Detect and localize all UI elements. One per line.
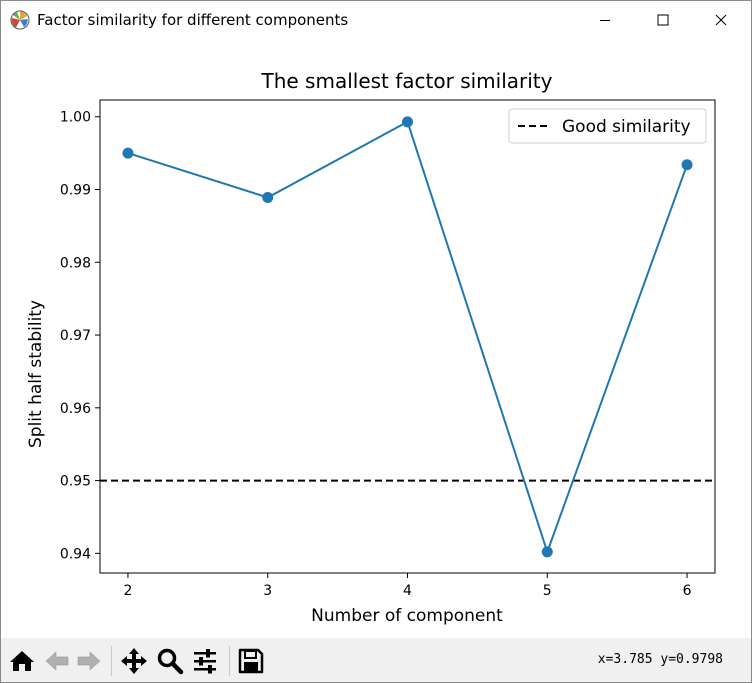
y-tick-label: 0.95: [60, 474, 91, 490]
series-line: [127, 120, 688, 555]
figure-canvas[interactable]: The smallest factor similarity 2 3 4 5 6 0.94…: [1, 39, 751, 638]
x-tick-label: 4: [403, 583, 412, 599]
home-button[interactable]: [7, 647, 37, 675]
legend-box: [508, 108, 707, 144]
x-axis-label: Number of component: [311, 606, 503, 626]
cursor-coordinates: x=3.785 y=0.9798: [597, 652, 723, 667]
sliders-icon: [194, 649, 216, 674]
x-tick-label: 2: [123, 583, 132, 599]
data-point: [122, 147, 134, 159]
arrow-left-icon: [45, 651, 69, 671]
zoom-button[interactable]: [155, 647, 185, 675]
close-icon: [715, 14, 727, 26]
data-point: [541, 546, 553, 558]
data-point: [681, 159, 693, 171]
pan-button[interactable]: [119, 647, 149, 675]
x-tick-label: 3: [263, 583, 272, 599]
maximize-button[interactable]: [634, 1, 692, 39]
legend-label: Good similarity: [562, 117, 691, 137]
save-icon: [238, 648, 264, 674]
configure-subplots-button[interactable]: [190, 647, 220, 675]
data-point: [402, 116, 413, 128]
y-tick-label: 0.96: [60, 401, 91, 417]
legend: Good similarity: [508, 108, 707, 144]
y-tick-label: 0.94: [60, 546, 91, 562]
maximize-icon: [657, 14, 669, 26]
x-tick-label: 5: [543, 583, 552, 599]
chart-title: The smallest factor similarity: [261, 69, 553, 93]
matplotlib-logo-icon: [10, 10, 30, 30]
toolbar-separator: [229, 646, 230, 676]
toolbar-separator: [111, 646, 112, 676]
minimize-icon: [600, 20, 610, 21]
y-axis-label: Split half stability: [26, 300, 46, 448]
y-tick-label: 1.00: [60, 110, 91, 126]
line-chart: The smallest factor similarity 2 3 4 5 6 0.94…: [26, 69, 716, 626]
window-title: Factor similarity for different componen…: [37, 11, 349, 29]
data-point: [262, 192, 274, 204]
axes-frame: [99, 99, 716, 574]
y-tick-label: 0.98: [60, 255, 91, 271]
minimize-button[interactable]: [576, 1, 634, 39]
back-button[interactable]: [42, 647, 72, 675]
navigation-toolbar: x=3.785 y=0.9798: [1, 638, 751, 682]
y-tick-label: 0.99: [60, 183, 91, 199]
y-tick-label: 0.97: [60, 328, 91, 344]
title-bar: Factor similarity for different componen…: [1, 1, 751, 39]
forward-button[interactable]: [74, 647, 104, 675]
move-icon: [121, 648, 147, 674]
home-icon: [10, 651, 34, 671]
close-button[interactable]: [692, 1, 750, 39]
save-button[interactable]: [236, 647, 266, 675]
arrow-right-icon: [77, 651, 101, 671]
search-icon: [157, 648, 184, 675]
x-tick-label: 6: [683, 583, 692, 599]
